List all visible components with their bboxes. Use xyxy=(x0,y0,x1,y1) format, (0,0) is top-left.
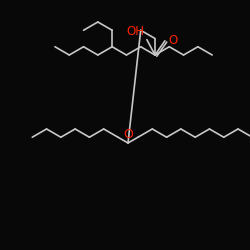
Text: O: O xyxy=(123,128,133,141)
Text: OH: OH xyxy=(127,25,145,38)
Text: O: O xyxy=(168,34,177,47)
